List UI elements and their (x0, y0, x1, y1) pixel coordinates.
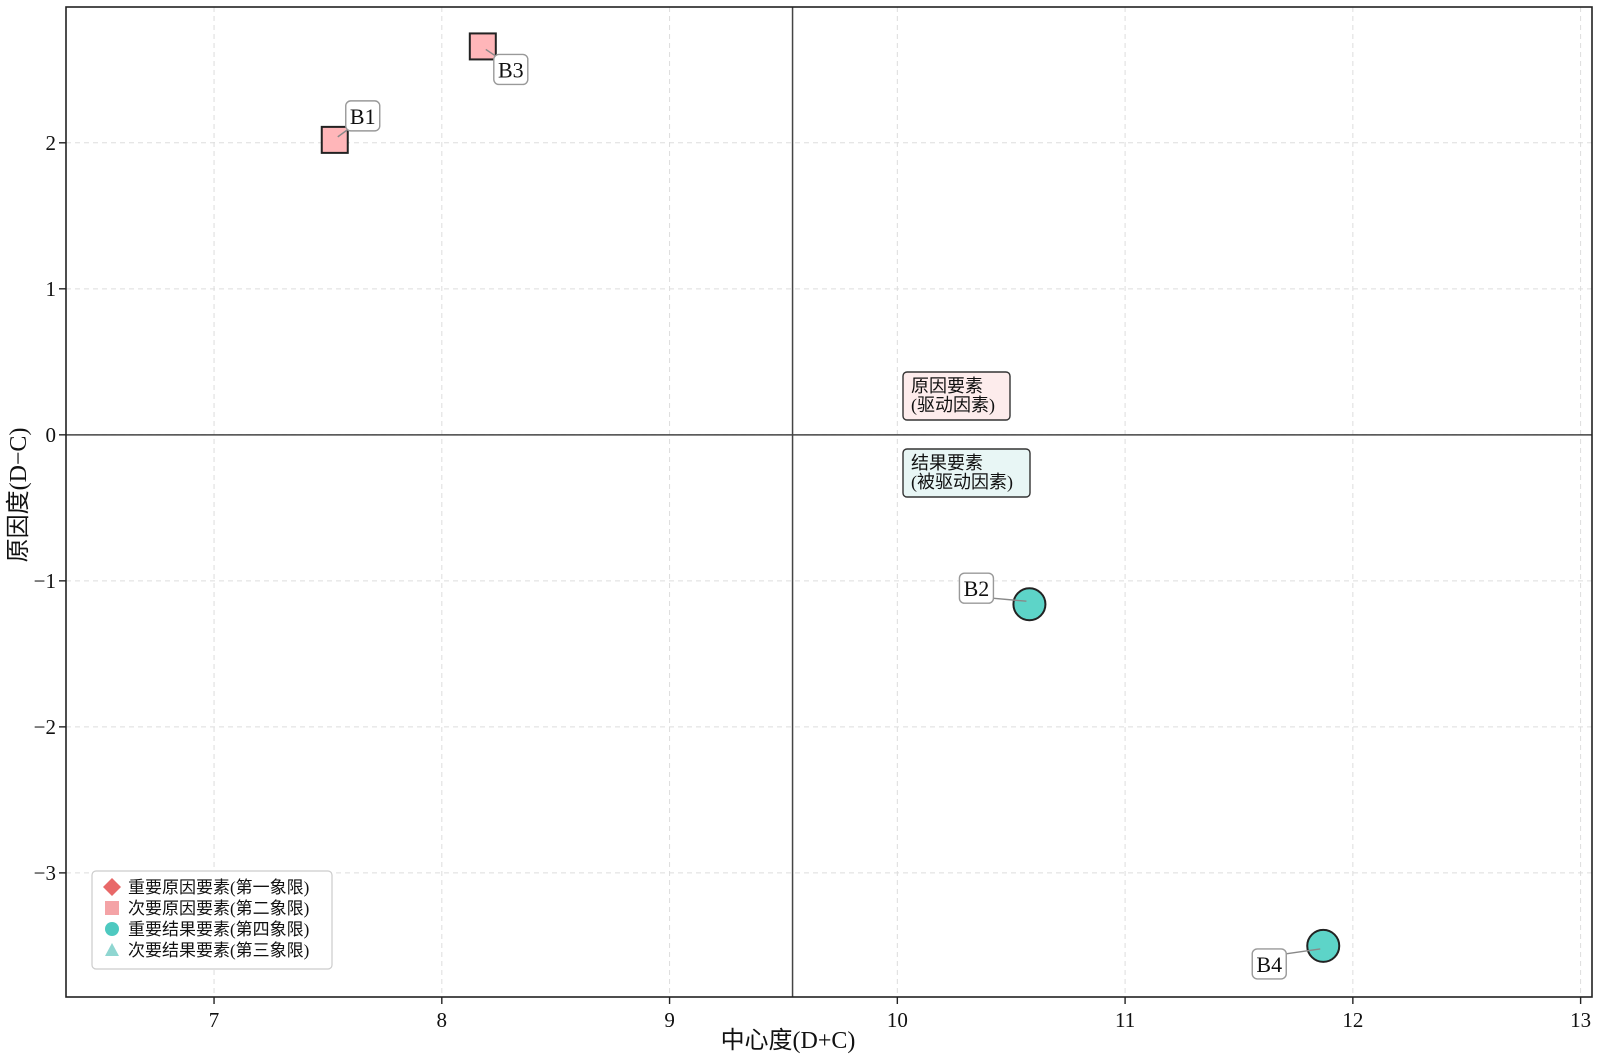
label-text-B4: B4 (1256, 952, 1282, 977)
y-tick-label: 2 (46, 131, 57, 155)
grid (66, 7, 1592, 997)
point-labels: B1 B3 B2 B4 (337, 48, 1321, 980)
legend-marker-diamond (103, 878, 121, 896)
annotation-text: 原因要素 (911, 376, 983, 396)
label-box-B2 (958, 572, 995, 604)
x-tick-label: 12 (1342, 1008, 1363, 1032)
annotation-box (902, 448, 1031, 498)
x-tick-label: 9 (664, 1008, 675, 1032)
legend-entry: 重要结果要素(第四象限) (105, 920, 309, 939)
annotation-text: 结果要素 (911, 453, 983, 473)
label-leader-B2 (992, 597, 1027, 602)
legend-box (91, 870, 333, 970)
point-B3 (468, 32, 497, 61)
legend-marker-triangle (105, 943, 119, 956)
label-box-B4 (1251, 948, 1287, 980)
quadrant-dividers (66, 7, 1592, 997)
legend-entry: 次要结果要素(第三象限) (105, 941, 309, 960)
x-tick-label: 13 (1570, 1008, 1591, 1032)
y-axis-title: 原因度(D−C) (5, 428, 32, 563)
legend-label: 重要原因要素(第一象限) (128, 878, 309, 897)
legend-label: 次要结果要素(第三象限) (128, 941, 309, 960)
label-text-B1: B1 (350, 104, 376, 129)
label-box-B1 (345, 100, 381, 132)
point-B4 (1306, 928, 1341, 963)
point-B2 (1012, 587, 1047, 622)
legend-label: 重要结果要素(第四象限) (128, 920, 309, 939)
point-B1 (320, 125, 349, 154)
legend-marker-square (105, 901, 119, 915)
label-text-B3: B3 (498, 57, 524, 82)
legend: 重要原因要素(第一象限) 次要原因要素(第二象限) 重要结果要素(第四象限) 次要结果… (91, 870, 333, 970)
label-leader-B4 (1285, 948, 1321, 955)
region-annotation-effect: 结果要素(被驱动因素) (902, 448, 1031, 498)
legend-entry: 重要原因要素(第一象限) (103, 878, 309, 897)
annotation-text: (驱动因素) (911, 395, 995, 416)
x-axis-title: 中心度(D+C) (721, 1027, 856, 1054)
y-tick-label: 0 (46, 423, 57, 447)
legend-entry: 次要原因要素(第二象限) (105, 899, 309, 918)
annotation-box (902, 371, 1011, 421)
y-tick-label: −1 (34, 569, 56, 593)
legend-label: 次要原因要素(第二象限) (128, 899, 309, 918)
region-annotations: 原因要素(驱动因素) 结果要素(被驱动因素) (902, 371, 1031, 498)
x-tick-label: 7 (209, 1008, 220, 1032)
label-text-B2: B2 (964, 576, 990, 601)
y-tick-label: 1 (46, 277, 57, 301)
y-tick-label: −2 (34, 715, 56, 739)
x-tick-label: 11 (1115, 1008, 1135, 1032)
x-tick-label: 10 (887, 1008, 908, 1032)
legend-marker-circle (105, 922, 119, 936)
data-points (320, 32, 1341, 963)
region-annotation-cause: 原因要素(驱动因素) (902, 371, 1011, 421)
label-box-B3 (493, 53, 529, 86)
plot-frame (65, 6, 1593, 998)
annotation-text: (被驱动因素) (911, 472, 1013, 493)
x-tick-label: 8 (437, 1008, 448, 1032)
y-tick-label: −3 (34, 861, 56, 885)
